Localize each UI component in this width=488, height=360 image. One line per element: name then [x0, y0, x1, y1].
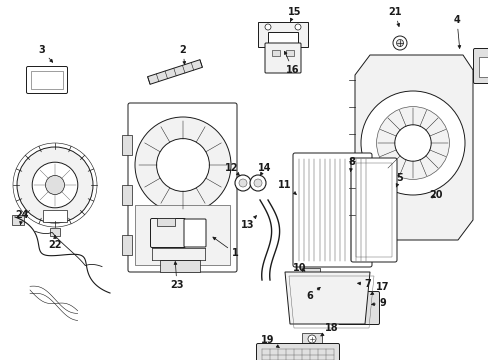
Circle shape: [396, 40, 403, 46]
Circle shape: [294, 24, 301, 30]
Bar: [43, 210, 67, 222]
Text: 7: 7: [357, 279, 370, 289]
Bar: [271, 50, 280, 56]
Bar: [341, 278, 357, 290]
Text: 10: 10: [293, 263, 306, 273]
Circle shape: [307, 335, 315, 343]
Text: 23: 23: [170, 262, 183, 290]
Text: 18: 18: [320, 323, 338, 336]
Bar: [31, 71, 63, 89]
Bar: [355, 163, 391, 257]
Text: 1: 1: [212, 237, 238, 258]
Bar: [12, 215, 24, 225]
Bar: [135, 205, 229, 265]
Circle shape: [135, 117, 230, 213]
Circle shape: [253, 179, 262, 187]
Bar: [122, 235, 132, 255]
Circle shape: [156, 139, 209, 192]
Circle shape: [264, 24, 270, 30]
Text: 6: 6: [306, 287, 320, 301]
Text: 3: 3: [39, 45, 53, 62]
Bar: [157, 218, 175, 226]
Text: 9: 9: [371, 298, 386, 308]
Polygon shape: [258, 22, 307, 47]
Text: 17: 17: [370, 282, 389, 294]
FancyBboxPatch shape: [472, 49, 488, 84]
Circle shape: [32, 162, 78, 208]
Bar: [345, 298, 356, 308]
Bar: [319, 278, 335, 290]
Circle shape: [239, 179, 246, 187]
Text: 11: 11: [278, 180, 296, 194]
Text: 13: 13: [241, 216, 256, 230]
FancyBboxPatch shape: [292, 153, 371, 267]
Circle shape: [376, 107, 448, 179]
FancyBboxPatch shape: [338, 292, 379, 324]
FancyBboxPatch shape: [26, 67, 67, 94]
Polygon shape: [285, 272, 369, 324]
FancyBboxPatch shape: [183, 219, 205, 247]
Circle shape: [392, 36, 406, 50]
Circle shape: [394, 125, 430, 161]
Text: 16: 16: [284, 51, 299, 75]
Bar: [50, 228, 60, 236]
Text: 5: 5: [395, 173, 403, 187]
FancyBboxPatch shape: [256, 343, 339, 360]
Text: 24: 24: [15, 210, 29, 225]
Text: 2: 2: [179, 45, 186, 64]
Text: 12: 12: [225, 163, 239, 176]
Circle shape: [360, 91, 464, 195]
FancyBboxPatch shape: [350, 158, 396, 262]
Text: 20: 20: [428, 190, 442, 200]
Bar: [302, 268, 319, 280]
Circle shape: [17, 147, 93, 223]
Text: 21: 21: [387, 7, 401, 27]
Circle shape: [45, 175, 64, 194]
Text: 15: 15: [287, 7, 301, 21]
Bar: [122, 185, 132, 205]
FancyBboxPatch shape: [150, 219, 185, 248]
Text: 14: 14: [258, 163, 271, 176]
Bar: [302, 333, 321, 345]
Bar: [478, 57, 488, 77]
Text: 4: 4: [453, 15, 460, 48]
Bar: [285, 50, 293, 56]
FancyBboxPatch shape: [128, 103, 237, 272]
Bar: [122, 135, 132, 155]
Text: 22: 22: [48, 235, 61, 250]
Bar: [160, 260, 200, 272]
Polygon shape: [354, 55, 472, 240]
Text: 8: 8: [348, 157, 355, 171]
Circle shape: [235, 175, 250, 191]
Polygon shape: [147, 60, 202, 84]
FancyBboxPatch shape: [264, 43, 301, 73]
Circle shape: [249, 175, 265, 191]
Text: 19: 19: [261, 335, 279, 347]
